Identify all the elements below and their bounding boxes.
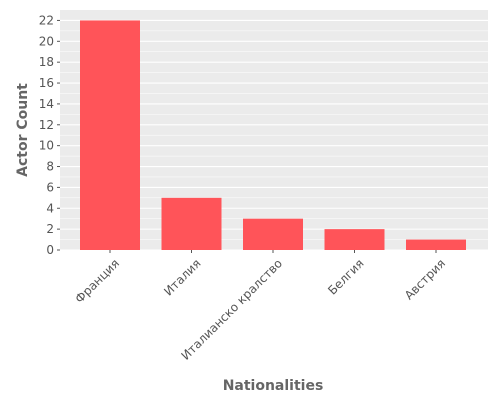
- x-tick-label: Белгия: [325, 256, 366, 297]
- x-tick-label: Италия: [161, 256, 203, 298]
- y-tick-label: 0: [46, 243, 54, 257]
- bar: [161, 197, 222, 250]
- bar: [243, 218, 303, 250]
- bars: [80, 20, 466, 250]
- y-tick-label: 22: [39, 13, 54, 27]
- y-tick-label: 8: [46, 160, 54, 174]
- bar: [80, 20, 140, 250]
- x-axis-title: Nationalities: [223, 378, 324, 394]
- y-tick-label: 18: [39, 55, 54, 69]
- y-tick-label: 4: [46, 201, 54, 215]
- bar: [324, 229, 385, 250]
- bar: [406, 239, 466, 250]
- x-tick-label: Франция: [72, 256, 122, 306]
- y-axis-ticks: 0 2 4 6 8 10 12 14 16 18 20 22: [39, 13, 60, 257]
- y-tick-label: 14: [39, 97, 54, 111]
- y-axis-title: Actor Count: [15, 83, 31, 177]
- y-tick-label: 6: [46, 180, 54, 194]
- y-tick-label: 12: [39, 118, 54, 132]
- y-tick-label: 2: [46, 222, 54, 236]
- y-tick-label: 20: [39, 34, 54, 48]
- y-tick-label: 16: [39, 76, 54, 90]
- x-tick-label: Австрия: [402, 256, 448, 302]
- y-tick-label: 10: [39, 139, 54, 153]
